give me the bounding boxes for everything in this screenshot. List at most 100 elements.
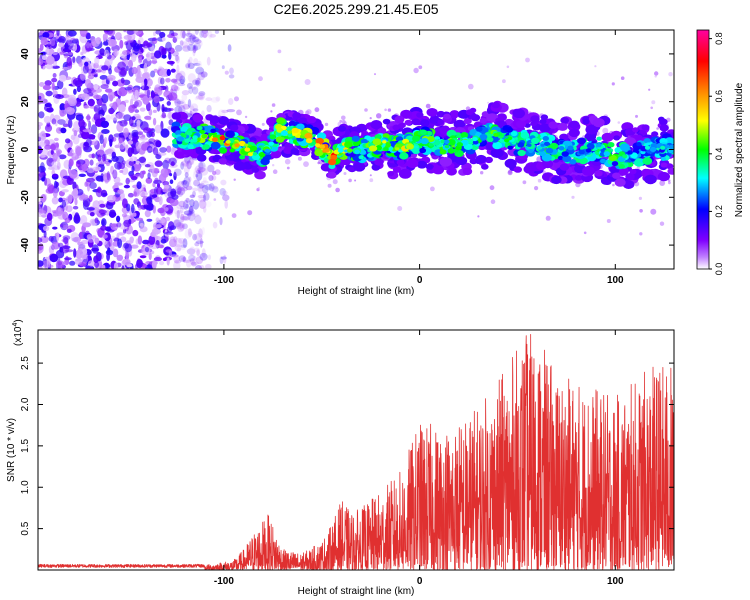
heatmap-faint-cell (654, 75, 657, 78)
heatmap-noise-cell (39, 82, 45, 87)
heatmap-noise-cell (201, 227, 205, 235)
heatmap-ridge-cell (502, 125, 509, 131)
heatmap-ridge-cell (545, 147, 554, 154)
heatmap-noise-cell (178, 70, 186, 80)
heatmap-noise-cell (119, 170, 124, 173)
heatmap-ridge-cell (517, 142, 525, 148)
heatmap-ridge-cell (395, 147, 400, 151)
heatmap-noise-cell (191, 213, 200, 217)
heatmap-noise-cell (201, 30, 209, 34)
heatmap-noise-cell (62, 123, 69, 128)
heatmap-ridge-cell (292, 112, 302, 119)
heatmap-noise-cell (183, 176, 191, 187)
heatmap-noise-cell (91, 244, 99, 254)
snr-y-tick-label: 2.0 (20, 397, 31, 411)
heatmap-faint-cell (639, 232, 643, 236)
heatmap-ridge-cell (398, 122, 406, 129)
heatmap-faint-cell (606, 219, 611, 223)
heatmap-faint-cell (258, 76, 263, 82)
heatmap-ridge-cell (456, 142, 463, 148)
heatmap-noise-cell (120, 77, 125, 84)
heatmap-faint-cell (635, 114, 638, 118)
heatmap-noise-cell (128, 160, 135, 166)
heatmap-noise-cell (126, 30, 135, 35)
heatmap-faint-cell (667, 179, 671, 182)
heatmap-noise-cell (132, 229, 139, 237)
heatmap-noise-cell (101, 103, 107, 114)
heatmap-noise-cell (159, 260, 165, 266)
heatmap-noise-cell (198, 228, 203, 238)
heatmap-noise-cell (198, 182, 205, 189)
heatmap-faint-cell (648, 88, 651, 91)
heatmap-ridge-cell (567, 145, 574, 151)
heatmap-noise-cell (187, 35, 195, 46)
heatmap-noise-cell (210, 97, 220, 103)
heatmap-noise-cell (182, 104, 190, 110)
snr-x-tick-label: -100 (214, 576, 234, 587)
heatmap-ridge-cell (394, 115, 405, 124)
heatmap-faint-cell (656, 127, 659, 130)
heatmap-noise-cell (144, 246, 150, 253)
heatmap-noise-cell (117, 189, 124, 195)
heatmap-noise-cell (111, 155, 119, 162)
heatmap-ridge-cell (283, 146, 293, 154)
heatmap-noise-cell (123, 30, 127, 33)
heatmap-noise-cell (88, 120, 92, 130)
heatmap-noise-cell (179, 75, 186, 85)
heatmap-noise-cell (170, 32, 178, 37)
heatmap-noise-cell (125, 251, 129, 262)
heatmap-noise-cell (114, 33, 121, 40)
heatmap-faint-cell (233, 178, 236, 181)
heatmap-noise-cell (93, 255, 99, 264)
heatmap-noise-cell (102, 234, 108, 239)
heatmap-noise-cell (182, 213, 191, 221)
heatmap-noise-cell (183, 165, 190, 174)
heatmap-noise-cell (38, 141, 46, 147)
spectrogram-y-axis-label: Frequency (Hz) (6, 116, 17, 185)
heatmap-noise-cell (64, 217, 71, 224)
heatmap-noise-cell (82, 65, 89, 74)
heatmap-noise-cell (83, 105, 90, 109)
heatmap-noise-cell (223, 254, 227, 264)
heatmap-noise-cell (46, 212, 53, 221)
heatmap-noise-cell (224, 200, 228, 209)
heatmap-noise-cell (174, 54, 179, 62)
heatmap-faint-cell (522, 180, 527, 185)
heatmap-noise-cell (93, 104, 101, 114)
heatmap-noise-cell (108, 209, 116, 218)
heatmap-noise-cell (52, 52, 58, 56)
heatmap-noise-cell (118, 138, 123, 144)
spectrogram-x-tick-label: 100 (607, 275, 624, 286)
heatmap-noise-cell (164, 204, 174, 214)
heatmap-faint-cell (354, 179, 357, 182)
snr-x-tick-label: 100 (607, 576, 624, 587)
heatmap-noise-cell (197, 184, 204, 189)
heatmap-noise-cell (125, 65, 129, 71)
heatmap-noise-cell (181, 257, 187, 261)
heatmap-ridge-cell (493, 132, 499, 137)
heatmap-noise-cell (45, 90, 53, 97)
heatmap-noise-cell (67, 52, 74, 56)
heatmap-noise-cell (202, 32, 208, 39)
heatmap-noise-cell (78, 118, 85, 128)
heatmap-ridge-cell (393, 151, 401, 157)
heatmap-noise-cell (139, 107, 146, 112)
spectrogram-y-tick-label: -20 (20, 190, 31, 205)
heatmap-noise-cell (185, 259, 192, 268)
heatmap-noise-cell (199, 199, 207, 210)
heatmap-ridge-cell (253, 130, 262, 137)
heatmap-noise-cell (176, 181, 186, 191)
heatmap-noise-cell (211, 186, 219, 193)
heatmap-noise-cell (102, 154, 106, 162)
heatmap-noise-cell (199, 252, 208, 261)
heatmap-ridge-cell (622, 180, 635, 189)
heatmap-noise-cell (166, 257, 170, 266)
heatmap-noise-cell (128, 104, 135, 114)
heatmap-noise-cell (181, 90, 190, 96)
heatmap-noise-cell (215, 96, 221, 102)
heatmap-noise-cell (181, 180, 188, 186)
colorbar-tick-label: 0.2 (714, 205, 724, 218)
heatmap-ridge-cell (370, 120, 383, 130)
heatmap-noise-cell (146, 89, 150, 98)
colorbar-tick-label: 0.8 (714, 32, 724, 45)
